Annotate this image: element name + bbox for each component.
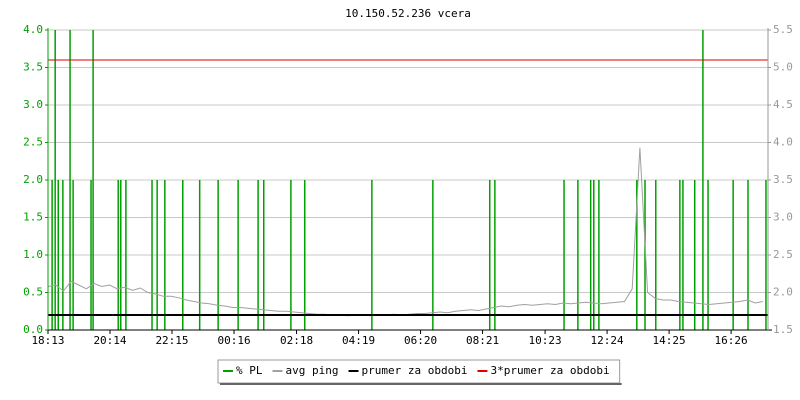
- x-tick-label: 10:23: [529, 334, 562, 347]
- y-tick-label: 1.5: [23, 211, 43, 224]
- y-tick-label: 0.0: [23, 323, 43, 336]
- y2-tick-label: 4.0: [773, 136, 793, 149]
- y-tick-label: 1.0: [23, 248, 43, 261]
- y2-tick-label: 3.5: [773, 173, 793, 186]
- y-tick-label: 3.0: [23, 98, 43, 111]
- x-tick-label: 00:16: [217, 334, 250, 347]
- chart-title: 10.150.52.236 vcera: [345, 7, 471, 20]
- x-tick-label: 18:13: [31, 334, 64, 347]
- y-tick-label: 4.0: [23, 23, 43, 36]
- legend-label: 3*prumer za obdobi: [490, 364, 609, 377]
- y-tick-label: 0.5: [23, 286, 43, 299]
- x-tick-label: 06:20: [404, 334, 437, 347]
- x-tick-label: 08:21: [466, 334, 499, 347]
- legend-label: % PL: [236, 364, 263, 377]
- legend: % PL avg ping prumer za obdobi 3*prumer za …: [217, 359, 622, 385]
- y2-tick-label: 4.5: [773, 98, 793, 111]
- legend-label: avg ping: [286, 364, 339, 377]
- x-tick-label: 02:18: [280, 334, 313, 347]
- y-tick-label: 2.0: [23, 173, 43, 186]
- x-tick-label: 16:26: [715, 334, 748, 347]
- y-tick-label: 3.5: [23, 61, 43, 74]
- x-tick-label: 12:24: [591, 334, 624, 347]
- y2-tick-label: 1.5: [773, 323, 793, 336]
- legend-shadow: [220, 383, 622, 385]
- y2-tick-label: 2.0: [773, 286, 793, 299]
- x-tick-label: 14:25: [653, 334, 686, 347]
- x-tick-label: 04:19: [342, 334, 375, 347]
- y2-tick-label: 3.0: [773, 211, 793, 224]
- x-tick-label: 22:15: [155, 334, 188, 347]
- y2-tick-label: 5.0: [773, 61, 793, 74]
- y2-tick-label: 2.5: [773, 248, 793, 261]
- y2-tick-label: 5.5: [773, 23, 793, 36]
- y-tick-label: 2.5: [23, 136, 43, 149]
- legend-label: prumer za obdobi: [361, 364, 467, 377]
- x-tick-label: 20:14: [93, 334, 126, 347]
